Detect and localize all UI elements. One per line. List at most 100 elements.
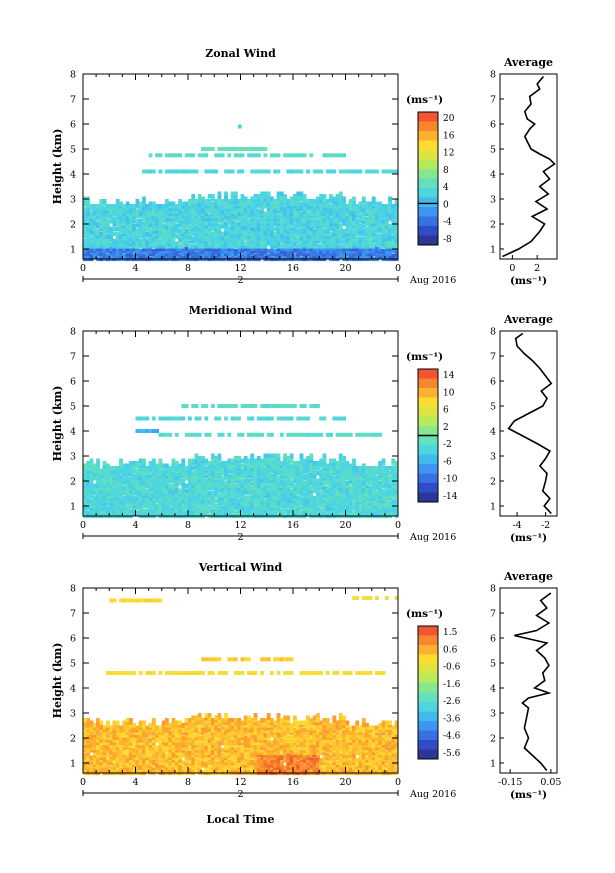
field-cell bbox=[270, 211, 274, 217]
field-cell bbox=[102, 768, 107, 773]
field-cell bbox=[352, 241, 356, 247]
field-cell bbox=[240, 214, 245, 219]
field-cell bbox=[293, 206, 297, 212]
field-cell bbox=[227, 468, 232, 474]
field-cell bbox=[92, 758, 97, 763]
field-cell bbox=[358, 231, 363, 237]
field-cell bbox=[188, 458, 192, 464]
field-cell bbox=[293, 226, 297, 232]
field-cell bbox=[155, 466, 159, 471]
field-cell bbox=[99, 249, 104, 254]
field-cell bbox=[171, 483, 176, 489]
field-cell bbox=[135, 481, 140, 486]
field-cell bbox=[217, 201, 222, 207]
field-cell bbox=[184, 224, 189, 229]
field-cell bbox=[115, 204, 120, 209]
field-cell bbox=[181, 481, 186, 486]
field-cell bbox=[345, 224, 350, 229]
field-cell bbox=[128, 488, 133, 494]
field-cell bbox=[240, 506, 245, 511]
field-cell bbox=[168, 486, 173, 491]
field-cell bbox=[306, 466, 310, 471]
field-cell bbox=[96, 478, 100, 484]
field-cell bbox=[161, 468, 166, 474]
field-cell bbox=[109, 249, 114, 254]
field-cell bbox=[345, 204, 350, 209]
field-cell bbox=[355, 204, 360, 209]
field-cell bbox=[158, 488, 163, 494]
field-cell bbox=[151, 463, 156, 469]
field-cell bbox=[279, 194, 284, 199]
heatmap-field bbox=[83, 596, 399, 776]
field-cell bbox=[375, 432, 379, 437]
field-cell bbox=[128, 239, 133, 244]
field-cell bbox=[102, 473, 107, 479]
field-cell bbox=[99, 733, 104, 738]
field-cell bbox=[96, 244, 100, 249]
field-cell bbox=[171, 201, 176, 207]
field-cell bbox=[365, 249, 369, 254]
field-cell bbox=[168, 473, 173, 479]
field-cell bbox=[155, 219, 159, 224]
field-cell bbox=[335, 491, 340, 496]
field-cell bbox=[306, 201, 310, 207]
field-cell bbox=[302, 483, 307, 489]
field-cell bbox=[151, 234, 156, 239]
field-cell bbox=[394, 241, 399, 247]
field-cell bbox=[325, 493, 330, 499]
field-cell bbox=[125, 231, 130, 237]
field-cell bbox=[224, 201, 228, 207]
field-cell bbox=[316, 481, 320, 486]
field-cell bbox=[332, 219, 337, 224]
field-cell bbox=[348, 201, 353, 207]
field-cell bbox=[138, 251, 143, 257]
field-cell bbox=[155, 508, 159, 514]
field-cell bbox=[158, 229, 163, 234]
field-cell bbox=[263, 511, 268, 516]
profile-y-tick-label: 4 bbox=[490, 170, 496, 181]
field-cell bbox=[119, 254, 123, 259]
field-cell bbox=[155, 478, 159, 484]
field-cell bbox=[299, 194, 304, 199]
field-cell bbox=[342, 488, 346, 494]
field-cell bbox=[191, 204, 196, 209]
field-cell bbox=[135, 221, 140, 227]
field-cell bbox=[86, 254, 91, 259]
field-cell bbox=[128, 463, 133, 469]
field-cell bbox=[302, 196, 307, 202]
field-cell bbox=[309, 493, 314, 499]
field-cell bbox=[250, 241, 255, 247]
field-cell bbox=[115, 216, 120, 222]
field-cell bbox=[207, 241, 212, 247]
field-cell bbox=[181, 226, 186, 232]
field-cell bbox=[125, 488, 130, 494]
field-cell bbox=[253, 468, 258, 474]
field-cell bbox=[171, 241, 176, 247]
field-cell bbox=[260, 416, 264, 421]
field-cell bbox=[224, 226, 228, 232]
field-cell bbox=[106, 723, 110, 728]
field-cell bbox=[276, 226, 281, 232]
field-cell bbox=[329, 226, 333, 232]
field-cell bbox=[106, 483, 110, 489]
field-cell bbox=[158, 503, 163, 509]
field-cell bbox=[115, 476, 120, 481]
field-cell bbox=[365, 241, 369, 247]
field-cell bbox=[119, 209, 123, 214]
field-cell bbox=[165, 246, 169, 252]
field-cell bbox=[89, 473, 94, 479]
field-cell bbox=[197, 226, 202, 232]
field-cell bbox=[86, 498, 91, 504]
field-cell bbox=[96, 735, 100, 741]
field-cell bbox=[283, 471, 287, 476]
field-cell bbox=[368, 498, 373, 504]
field-cell bbox=[191, 498, 196, 504]
field-cell bbox=[296, 491, 301, 496]
field-cell bbox=[302, 506, 307, 511]
field-cell bbox=[289, 503, 294, 509]
field-cell bbox=[197, 221, 202, 227]
field-cell bbox=[368, 204, 373, 209]
field-cell bbox=[158, 153, 163, 158]
field-cell bbox=[142, 221, 146, 227]
field-cell bbox=[197, 506, 202, 511]
